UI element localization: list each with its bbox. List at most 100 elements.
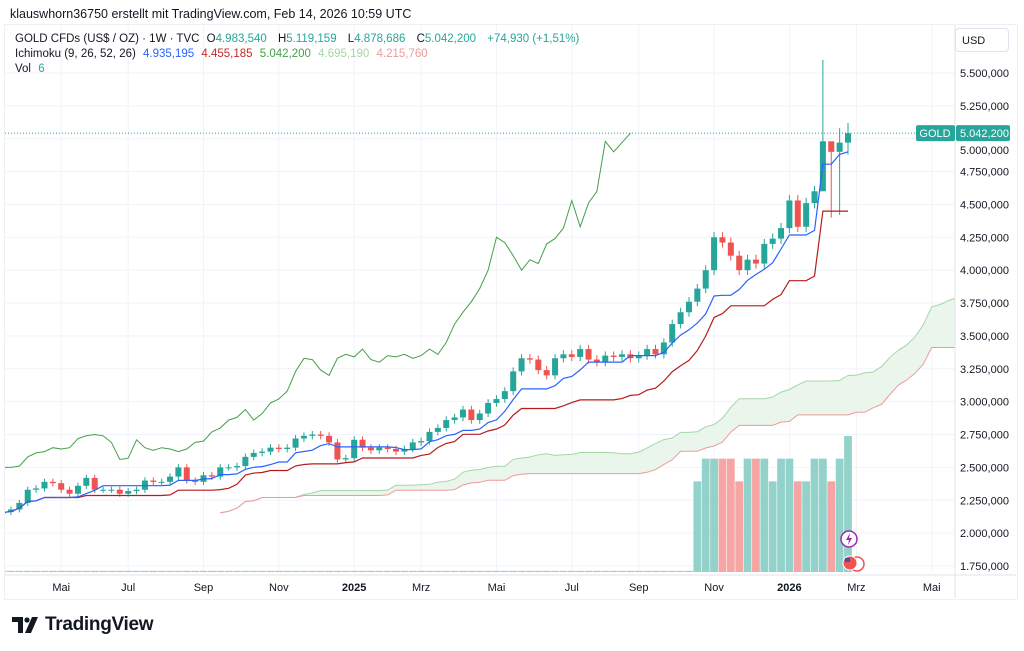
volume-bar (785, 458, 794, 572)
price-tick-label: 5.000,000 (960, 145, 1009, 157)
candle-body (250, 452, 257, 457)
candle-body (510, 371, 517, 392)
volume-bar (258, 570, 266, 572)
low-value: 4.878,686 (354, 33, 406, 45)
candle-body (702, 270, 709, 289)
volume-bar (743, 458, 752, 572)
volume-bar (141, 570, 149, 572)
candle-body (778, 228, 785, 239)
volume-bar (400, 570, 409, 572)
candle-body (275, 447, 282, 449)
volume-bar (810, 458, 819, 572)
candle-body (167, 476, 174, 482)
volume-bar (626, 570, 635, 572)
volume-bar (266, 570, 275, 572)
symbol-tag-label: GOLD (919, 128, 950, 140)
close-value: 5.042,200 (424, 33, 477, 45)
candle-body (560, 354, 567, 359)
high-value: 5.119,159 (286, 33, 337, 45)
us-flag-canton (845, 558, 850, 562)
volume-label[interactable]: Vol (15, 63, 31, 75)
volume-bar (567, 570, 576, 572)
candle-body (418, 441, 425, 443)
candle-body (577, 349, 584, 357)
candle-body (736, 255, 743, 271)
candle-body (175, 467, 182, 477)
candle-body (459, 409, 466, 418)
candle-body (669, 324, 676, 343)
candle-body (292, 438, 299, 448)
volume-bar (350, 570, 359, 572)
volume-bar (459, 570, 467, 572)
volume-bar (768, 481, 777, 572)
price-tick-label: 2.000,000 (960, 528, 1009, 540)
volume-bar (300, 570, 308, 572)
candle-body (811, 191, 818, 204)
candle-body (845, 133, 851, 143)
candle-body (217, 467, 224, 477)
close-label: C (416, 33, 425, 45)
candle-body (133, 489, 140, 492)
volume-bar (157, 570, 166, 572)
time-tick-label: Jul (121, 582, 135, 594)
candle-body (309, 434, 316, 436)
tradingview-logo[interactable]: TradingView (12, 614, 154, 636)
volume-bar (475, 570, 484, 572)
symbol-label[interactable]: GOLD CFDs (US$ / OZ) · 1W · TVC (15, 33, 200, 45)
candle-body (451, 417, 458, 421)
volume-bar (115, 570, 124, 572)
candle-body (552, 358, 559, 376)
lightning-icon (846, 533, 852, 545)
senkou-span-a-line (220, 297, 955, 514)
price-tick-label: 4.250,000 (960, 232, 1009, 244)
candle-body (233, 466, 240, 468)
volume-bar (559, 570, 568, 572)
volume-bar (618, 570, 626, 572)
volume-bar (802, 481, 811, 572)
price-tick-label: 4.750,000 (960, 167, 1009, 179)
volume-bar (166, 570, 174, 572)
chart-legend: GOLD CFDs (US$ / OZ) · 1W · TVC O4.983,5… (15, 32, 583, 77)
volume-bar (576, 570, 585, 572)
candle-body (769, 238, 776, 244)
volume-bar (534, 570, 543, 572)
volume-bar (7, 570, 15, 572)
time-tick-label: 2025 (342, 582, 366, 594)
candle-body (786, 200, 793, 229)
volume-bar (551, 570, 559, 572)
candle-body (711, 237, 718, 271)
candle-body (602, 355, 609, 363)
ichimoku-label[interactable]: Ichimoku (9, 26, 52, 26) (15, 48, 136, 60)
volume-bar (308, 570, 317, 572)
price-chart[interactable]: 5.500,000 5.250,000 5.000,000 4.750,000 4.50… (0, 0, 1024, 600)
volume-bar (693, 481, 702, 572)
currency-button[interactable]: USD (955, 28, 1009, 52)
volume-bar (425, 570, 434, 572)
volume-bar (375, 570, 384, 572)
volume-bar (207, 570, 216, 572)
volume-bar (593, 570, 601, 572)
volume-bar (132, 570, 141, 572)
candle-body (376, 447, 383, 451)
tradingview-logo-icon (12, 617, 38, 633)
volume-bar (32, 570, 40, 572)
kijun-value: 4.455,185 (201, 48, 253, 60)
volume-bar (450, 570, 459, 572)
volume-bar (367, 570, 375, 572)
candle-body (685, 301, 692, 313)
time-tick-label: Sep (629, 582, 649, 594)
candle-body (619, 354, 626, 357)
candle-body (794, 200, 801, 227)
candle-body (351, 439, 358, 459)
price-tick-label: 5.250,000 (960, 101, 1009, 113)
open-value: 4.983,540 (215, 33, 267, 45)
volume-bar (643, 570, 652, 572)
volume-bar (752, 458, 760, 572)
candle-body (752, 259, 759, 264)
candle-body (401, 448, 408, 452)
volume-bar (484, 570, 492, 572)
candle-body (91, 477, 98, 490)
volume-bar (392, 570, 400, 572)
candle-body (242, 456, 249, 467)
candle-body (434, 427, 441, 432)
